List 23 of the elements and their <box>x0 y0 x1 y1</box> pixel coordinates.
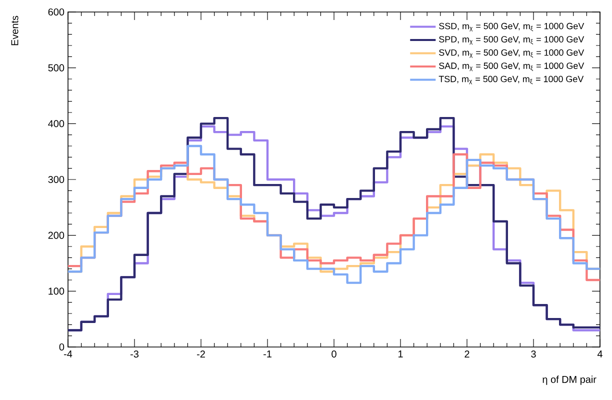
x-tick-label: 3 <box>531 350 536 358</box>
legend-label: TSD, m$_{χ}$ = 500 GeV, m$_{ξ}$ = 1000 GeV <box>438 76 584 84</box>
y-tick-label: 300 <box>48 176 64 184</box>
x-tick-label: 1 <box>398 350 403 358</box>
y-tick-label: 500 <box>48 64 64 72</box>
y-axis-title: Events <box>11 16 18 46</box>
x-tick-label: 0 <box>332 350 336 358</box>
legend-label: SVD, m$_{χ}$ = 500 GeV, m$_{ξ}$ = 1000 GeV <box>439 49 584 58</box>
x-tick-label: -3 <box>130 350 138 358</box>
legend-label: SAD, m$_{χ}$ = 500 GeV, m$_{ξ}$ = 1000 GeV <box>439 62 584 72</box>
y-tick-label: 0 <box>59 343 64 351</box>
legend-label: SSD, m$_{χ}$ = 500 GeV, m$_{ξ}$ = 1000 GeV <box>439 22 584 32</box>
x-tick-label: 4 <box>597 350 602 358</box>
x-tick-label: -4 <box>64 350 72 358</box>
x-tick-label: 2 <box>464 350 470 358</box>
y-tick-label: 200 <box>48 232 64 239</box>
y-tick-label: 100 <box>48 288 64 295</box>
x-tick-label: -1 <box>264 350 272 358</box>
x-axis-title: η of DM pair <box>542 376 596 385</box>
y-tick-label: 600 <box>48 8 64 16</box>
legend-label: SPD, m$_{χ}$ = 500 GeV, m$_{ξ}$ = 1000 GeV <box>439 36 584 45</box>
y-tick-label: 400 <box>48 120 64 128</box>
x-tick-label: -2 <box>197 350 205 358</box>
